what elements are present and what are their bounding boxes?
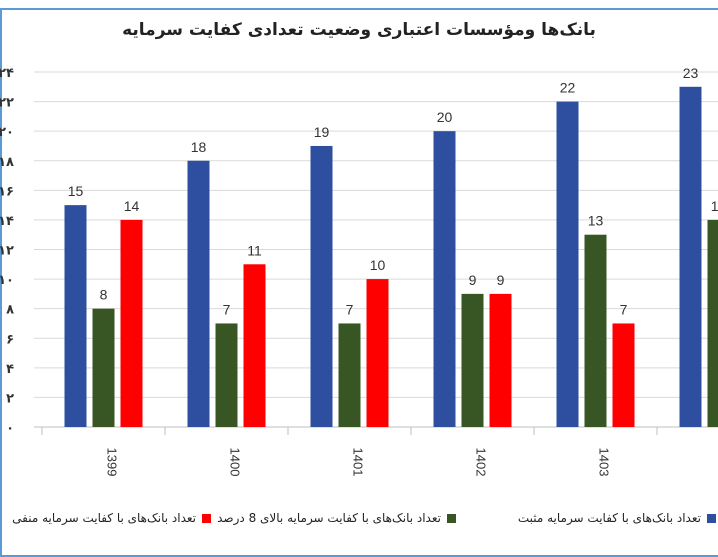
legend-item-negative: تعداد بانک‌های با کفایت سرمایه منفی	[12, 511, 211, 525]
bar	[366, 279, 389, 427]
bar-value-label: 18	[191, 139, 207, 155]
legend-label-negative: تعداد بانک‌های با کفایت سرمایه منفی	[12, 511, 196, 525]
category-label: 1402	[474, 448, 489, 477]
y-tick-label: ۶	[6, 332, 14, 347]
bar-value-label: 15	[68, 183, 84, 199]
legend-label-above-8: تعداد بانک‌های با کفایت سرمایه بالای 8 د…	[217, 511, 441, 525]
bar-value-label: 13	[588, 213, 604, 229]
legend-label-positive: تعداد بانک‌های با کفایت سرمایه مثبت	[517, 511, 701, 525]
bar-value-label: 14	[711, 198, 718, 214]
bar	[92, 308, 115, 427]
bar-value-label: 11	[247, 242, 262, 258]
bar	[556, 101, 579, 427]
legend-swatch-positive	[707, 513, 716, 523]
y-tick-label: ۱۸	[0, 155, 14, 170]
y-tick-label: ۱۲	[0, 244, 14, 259]
bar-value-label: 7	[346, 301, 354, 317]
y-tick-label: ۲۲	[0, 96, 14, 111]
y-tick-label: ۱۰	[0, 273, 14, 288]
bar	[679, 86, 702, 428]
bar	[243, 264, 266, 427]
y-tick-label: ۴	[6, 362, 14, 377]
legend-item-above-8: تعداد بانک‌های با کفایت سرمایه بالای 8 د…	[217, 511, 456, 525]
bar	[187, 160, 210, 427]
legend-item-positive: تعداد بانک‌های با کفایت سرمایه مثبت	[518, 511, 716, 525]
bar	[584, 234, 607, 427]
y-tick-label: ۰	[6, 421, 14, 436]
bar	[461, 293, 484, 427]
bar	[612, 323, 635, 427]
y-tick-label: ۲	[6, 391, 14, 406]
bar-value-label: 7	[620, 301, 628, 317]
y-tick-label: ۸	[6, 303, 14, 318]
category-label: 1401	[351, 448, 366, 477]
bar-value-label: 10	[370, 257, 386, 273]
bar-value-label: 9	[497, 272, 505, 288]
bar-value-label: 14	[124, 198, 140, 214]
bar-value-label: 22	[560, 80, 576, 96]
legend-swatch-above-8	[447, 513, 456, 523]
category-label: 1399	[105, 448, 120, 477]
y-tick-label: ۲۰	[0, 125, 14, 140]
bar-value-label: 8	[100, 287, 108, 303]
bar-value-label: 20	[437, 109, 453, 125]
y-tick-label: ۱۶	[0, 184, 14, 199]
bar	[338, 323, 361, 427]
category-label: 1403	[597, 448, 612, 477]
bar-value-label: 23	[683, 65, 699, 81]
bar	[215, 323, 238, 427]
chart-title: بانک‌ها و‌مؤسسات اعتباری وضعیت تعدادی کف…	[122, 20, 596, 40]
y-tick-label: ۲۴	[0, 66, 14, 81]
bar	[120, 219, 143, 427]
y-tick-label: ۱۴	[0, 214, 14, 229]
bar	[489, 293, 512, 427]
bar	[310, 145, 333, 428]
bar-value-label: 7	[223, 301, 231, 317]
bar	[433, 131, 456, 427]
bar	[707, 219, 718, 427]
legend-swatch-negative	[202, 513, 211, 523]
bar-value-label: 19	[314, 124, 330, 140]
bar	[64, 205, 87, 427]
category-label: 1400	[228, 448, 243, 477]
bar-value-label: 9	[469, 272, 477, 288]
